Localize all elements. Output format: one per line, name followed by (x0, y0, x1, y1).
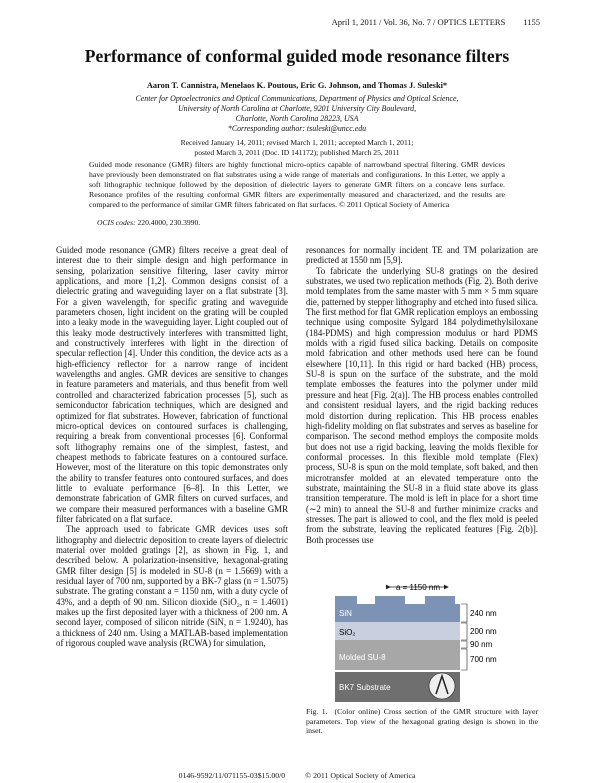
grating-tooth (425, 596, 455, 604)
affiliation-line: Charlotte, North Carolina 28223, USA (235, 114, 359, 123)
page-number: 1155 (523, 17, 540, 27)
dimension-brackets (461, 603, 468, 671)
journal: April 1, 2011 / Vol. 36, No. 7 / OPTICS … (331, 17, 506, 27)
caption-label: Fig. 1. (306, 707, 328, 716)
dimension-label: 200 nm (470, 627, 497, 636)
sio2-label: SiO₂ (339, 628, 355, 637)
ocis-label: OCIS codes: (97, 218, 136, 227)
affiliation-line: Center for Optoelectronics and Optical C… (135, 94, 459, 103)
su8-layer (335, 640, 460, 670)
paragraph: The approach used to fabricate GMR devic… (56, 524, 288, 649)
paragraph: resonances for normally incident TE and … (306, 245, 538, 266)
left-column: Guided mode resonance (GMR) filters rece… (56, 245, 288, 761)
dimension-label: 700 nm (470, 655, 497, 664)
bk7-label: BK7 Substrate (339, 683, 391, 692)
footer-copyright: © 2011 Optical Society of America (305, 771, 416, 780)
caption-text: (Color online) Cross section of the GMR … (306, 707, 539, 736)
caption: Fig. 1. (Color online) Cross section of … (306, 707, 538, 736)
paragraph: To fabricate the underlying SU-8 grating… (306, 265, 538, 545)
period-label: a = 1150 nm (396, 583, 440, 592)
grating-tooth (335, 596, 357, 604)
ocis-codes: 220.4000, 230.3990. (137, 218, 201, 227)
su8-label: Molded SU-8 (339, 653, 386, 662)
paragraph: Guided mode resonance (GMR) filters rece… (56, 245, 288, 524)
footer: 0146-9592/11/071155-03$15.00/0 © 2011 Opt… (0, 771, 594, 780)
footer-code: 0146-9592/11/071155-03$15.00/0 (178, 771, 286, 780)
dimension-label: 90 nm (470, 640, 493, 649)
grating-tooth (375, 596, 405, 604)
abstract: Guided mode resonance (GMR) filters are … (89, 160, 505, 209)
sin-label: SiN (339, 609, 352, 618)
inset-pattern (435, 673, 449, 695)
received-line: posted March 3, 2011 (Doc. ID 141172); p… (194, 148, 400, 157)
dimension-label: 240 nm (470, 609, 497, 618)
authors: Aaron T. Cannistra, Menelaos K. Poutous,… (146, 81, 448, 90)
affiliation-line: *Corresponding author: tsuleski@uncc.edu (227, 124, 367, 133)
sin-layer (335, 604, 460, 622)
inset (428, 672, 456, 700)
right-column: resonances for normally incident TE and … (306, 245, 538, 579)
affiliation: Center for Optoelectronics and Optical C… (0, 94, 594, 134)
affiliation-line: University of North Carolina at Charlott… (177, 104, 417, 113)
sio2-layer (335, 622, 460, 640)
received: Received January 14, 2011; revised March… (0, 138, 594, 158)
figure: a = 1150 nm SiN SiO₂ Molded SU-8 BK7 Sub… (335, 583, 497, 702)
ocis: OCIS codes: 220.4000, 230.3990. (97, 218, 200, 227)
running-header: April 1, 2011 / Vol. 36, No. 7 / OPTICS … (300, 17, 540, 27)
title: Performance of conformal guided mode res… (84, 46, 510, 66)
received-line: Received January 14, 2011; revised March… (180, 138, 414, 147)
